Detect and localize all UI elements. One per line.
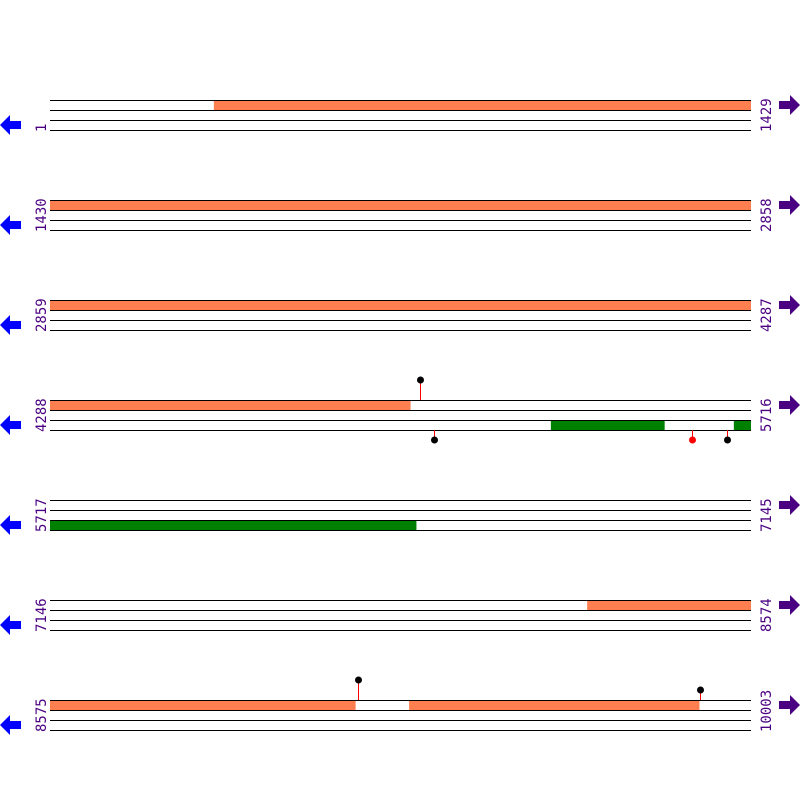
site-marker	[689, 436, 696, 444]
arrow-left-icon	[0, 415, 21, 435]
site-marker	[431, 436, 438, 444]
row-end-label: 2858	[759, 198, 775, 232]
reverse-feature	[550, 420, 665, 430]
site-marker	[697, 686, 704, 694]
arrow-left-icon	[0, 515, 21, 535]
forward-feature	[50, 300, 751, 310]
arrow-left-icon	[0, 215, 21, 235]
arrow-left-icon	[0, 115, 21, 135]
row-end-label: 10003	[759, 690, 775, 732]
row-start-label: 5717	[34, 498, 50, 532]
row-start-label: 2859	[34, 298, 50, 332]
site-marker	[724, 436, 731, 444]
sequence-row: 4288 5716	[0, 376, 800, 444]
forward-feature	[50, 400, 411, 410]
reverse-feature	[733, 420, 751, 430]
reverse-feature	[50, 520, 417, 530]
row-start-label: 1430	[34, 198, 50, 232]
arrow-right-icon	[779, 495, 800, 515]
sequence-row: 1 1429	[0, 95, 800, 135]
row-end-label: 1429	[759, 98, 775, 132]
row-start-label: 7146	[34, 598, 50, 632]
forward-feature	[587, 600, 751, 610]
arrow-right-icon	[779, 395, 800, 415]
arrow-left-icon	[0, 715, 21, 735]
row-end-label: 8574	[759, 598, 775, 632]
arrow-left-icon	[0, 315, 21, 335]
row-end-label: 7145	[759, 498, 775, 532]
row-start-label: 4288	[34, 398, 50, 432]
row-end-label: 5716	[759, 398, 775, 432]
arrow-right-icon	[779, 295, 800, 315]
sequence-row: 5717 7145	[0, 495, 800, 535]
forward-feature	[50, 200, 751, 210]
arrow-right-icon	[779, 595, 800, 615]
arrow-right-icon	[779, 95, 800, 115]
arrow-left-icon	[0, 615, 21, 635]
forward-feature	[409, 700, 700, 710]
forward-feature	[50, 700, 356, 710]
sequence-row: 7146 8574	[0, 595, 800, 635]
row-start-label: 8575	[34, 698, 50, 732]
arrow-right-icon	[779, 695, 800, 715]
row-start-label: 1	[34, 124, 50, 132]
site-marker	[355, 676, 362, 684]
arrow-right-icon	[779, 195, 800, 215]
sequence-row: 2859 4287	[0, 295, 800, 335]
sequence-row: 1430 2858	[0, 195, 800, 235]
row-end-label: 4287	[759, 298, 775, 332]
sequence-row: 8575 10003	[0, 676, 800, 735]
forward-feature	[213, 100, 751, 110]
site-marker	[417, 376, 424, 384]
